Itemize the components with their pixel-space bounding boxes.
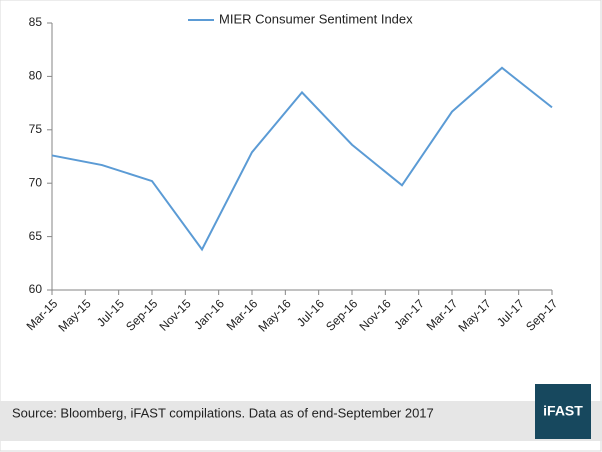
y-tick-label: 60 <box>29 282 43 296</box>
y-tick-label: 75 <box>29 122 43 136</box>
footer-band <box>0 401 602 441</box>
logo: iFAST <box>543 403 583 419</box>
y-tick-label: 80 <box>29 69 43 83</box>
series-line <box>51 66 553 252</box>
y-tick-label: 85 <box>29 15 43 29</box>
source-note: Source: Bloomberg, iFAST compilations. D… <box>12 405 434 420</box>
legend-label: MIER Consumer Sentiment Index <box>219 11 413 26</box>
y-tick-label: 70 <box>29 175 43 189</box>
logo-box <box>535 384 591 439</box>
y-tick-label: 65 <box>29 229 43 243</box>
